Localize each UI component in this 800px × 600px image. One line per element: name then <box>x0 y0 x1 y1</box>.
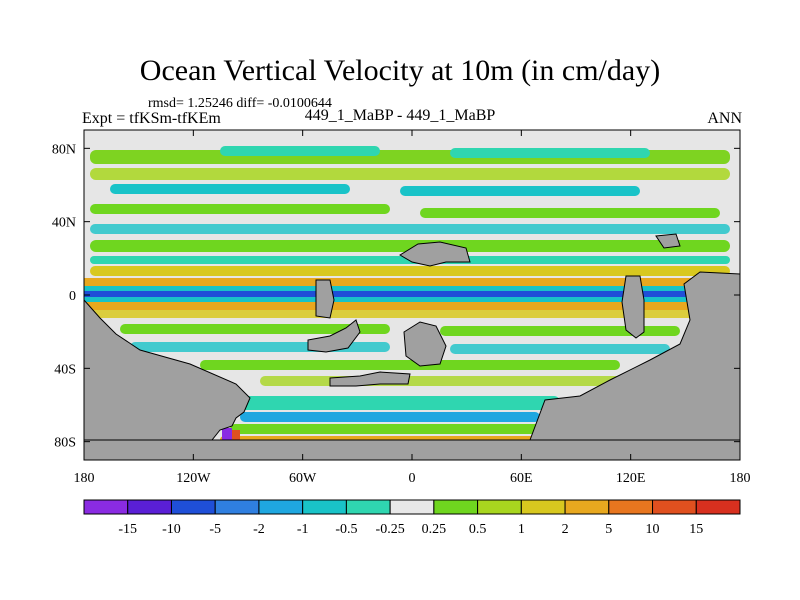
land-antarctica <box>84 439 740 460</box>
x-axis: 180 120W 60W 0 60E 120E 180 <box>74 130 751 486</box>
field-patch <box>220 146 380 156</box>
colorbar-label: 2 <box>562 522 569 537</box>
field-patch-extreme <box>232 430 240 440</box>
field-patch <box>120 324 390 334</box>
y-tick-label: 80N <box>52 142 76 157</box>
y-tick-label: 0 <box>69 289 76 304</box>
x-tick-label: 60E <box>510 471 533 486</box>
stats-label: rmsd= 1.25246 diff= -0.0100644 <box>148 96 332 111</box>
land-island-south <box>307 319 361 353</box>
land-island-central <box>403 321 447 367</box>
field-patch <box>90 240 730 252</box>
land-island-north <box>399 241 471 267</box>
colorbar-label: -10 <box>162 522 181 537</box>
season-label: ANN <box>707 110 742 127</box>
y-axis: 80N 40N 0 40S 80S <box>52 142 740 451</box>
x-tick-label: 120E <box>616 471 646 486</box>
field-patch <box>240 412 540 422</box>
field-patch <box>440 326 680 336</box>
colorbar-label: 0.5 <box>469 522 487 537</box>
field-patch <box>420 208 720 218</box>
land-island-southern <box>329 371 411 387</box>
colorbar-swatch <box>258 499 304 515</box>
field-patch <box>90 168 730 180</box>
colorbar-swatch <box>608 499 654 515</box>
x-tick-label: 180 <box>730 471 751 486</box>
colorbar-swatch <box>83 499 129 515</box>
land-island-equator <box>315 279 335 319</box>
field-patch <box>84 286 740 291</box>
field-patch <box>260 376 640 386</box>
field-patch <box>90 266 730 276</box>
experiment-label: Expt = tfKSm-tfKEm <box>82 110 221 127</box>
field-patch <box>400 186 640 196</box>
x-tick-label: 0 <box>409 471 416 486</box>
cases-label: 449_1_MaBP - 449_1_MaBP <box>304 107 496 124</box>
y-tick-label: 40N <box>52 216 76 231</box>
colorbar-label: -5 <box>209 522 221 537</box>
field-patch <box>84 278 740 286</box>
field-patch <box>450 148 650 158</box>
colorbar-swatch <box>127 499 172 515</box>
colorbar-label: 15 <box>689 522 703 537</box>
colorbar-swatch <box>345 499 391 515</box>
equatorial-upwelling <box>84 291 740 297</box>
colorbar-swatch <box>652 499 697 515</box>
field-patch-extreme <box>222 428 232 440</box>
land-island-ne <box>655 233 681 249</box>
velocity-field <box>84 146 740 460</box>
colorbar-label: -0.5 <box>335 522 357 537</box>
colorbar-swatch <box>214 499 260 515</box>
colorbar-label: 5 <box>605 522 612 537</box>
field-patch <box>84 302 740 310</box>
colorbar-label: -0.25 <box>376 522 405 537</box>
colorbar-swatch <box>564 499 610 515</box>
x-tick-label: 120W <box>176 471 211 486</box>
field-patch <box>90 224 730 234</box>
colorbar-label: 10 <box>646 522 660 537</box>
land-south-america <box>84 299 251 441</box>
x-tick-label: 180 <box>74 471 95 486</box>
chart-title: Ocean Vertical Velocity at 10m (in cm/da… <box>139 54 661 87</box>
field-patch <box>230 424 540 434</box>
colorbar-swatch <box>520 499 566 515</box>
colorbar-swatch <box>302 499 347 515</box>
field-patch <box>240 396 560 410</box>
colorbar-swatch <box>477 499 522 515</box>
field-patch <box>90 204 390 214</box>
colorbar-label: -15 <box>118 522 137 537</box>
colorbar-label: -1 <box>297 522 309 537</box>
land-island-east-equator <box>621 275 645 339</box>
colorbar-swatch <box>170 499 216 515</box>
field-patch <box>84 297 740 302</box>
y-tick-label: 40S <box>54 362 76 377</box>
colorbar-label: -2 <box>253 522 265 537</box>
colorbar-swatch <box>695 499 741 515</box>
land-east-continent <box>529 271 740 441</box>
colorbar-label: 1 <box>518 522 525 537</box>
colorbar: -15 -10 -5 -2 -1 -0.5 -0.25 0.25 0.5 1 2 5 10 15 <box>83 499 741 537</box>
x-tick-label: 60W <box>289 471 317 486</box>
field-patch <box>450 344 670 354</box>
colorbar-swatch <box>433 499 479 515</box>
field-patch <box>200 360 620 370</box>
y-tick-label: 80S <box>54 436 76 451</box>
field-patch <box>84 310 740 318</box>
colorbar-label: 0.25 <box>422 522 447 537</box>
colorbar-swatch <box>389 499 435 515</box>
field-patch <box>110 184 350 194</box>
